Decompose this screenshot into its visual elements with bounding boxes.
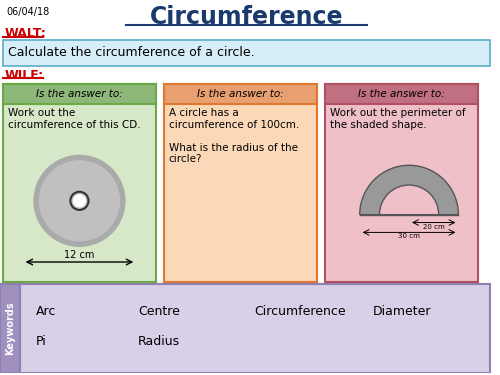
Text: Pi: Pi — [36, 335, 46, 348]
Text: Work out the
circumference of this CD.: Work out the circumference of this CD. — [8, 108, 140, 130]
Text: Radius: Radius — [138, 335, 180, 348]
Text: Is the answer to:: Is the answer to: — [197, 89, 284, 99]
Text: Circumference: Circumference — [150, 5, 344, 29]
Text: Work out the perimeter of
the shaded shape.: Work out the perimeter of the shaded sha… — [330, 108, 465, 130]
Bar — [0, 284, 20, 372]
Text: WILF:: WILF: — [5, 69, 44, 82]
Bar — [164, 84, 317, 104]
Text: A circle has a
circumference of 100cm.

What is the radius of the
circle?: A circle has a circumference of 100cm. W… — [169, 108, 299, 165]
Bar — [324, 84, 478, 104]
Text: WALT:: WALT: — [5, 27, 46, 40]
Text: Keywords: Keywords — [5, 302, 15, 355]
Wedge shape — [380, 185, 438, 214]
Circle shape — [34, 155, 125, 246]
Bar — [3, 40, 490, 66]
Circle shape — [74, 195, 86, 207]
Text: Calculate the circumference of a circle.: Calculate the circumference of a circle. — [8, 46, 254, 59]
Text: 30 cm: 30 cm — [398, 233, 420, 239]
Bar — [324, 84, 478, 282]
Bar — [164, 84, 317, 282]
Bar — [0, 284, 490, 372]
Text: 20 cm: 20 cm — [423, 224, 444, 230]
Wedge shape — [360, 165, 458, 214]
Bar — [3, 84, 156, 104]
Bar — [3, 84, 156, 282]
Text: Arc: Arc — [36, 305, 56, 318]
Text: Is the answer to:: Is the answer to: — [358, 89, 444, 99]
Text: Is the answer to:: Is the answer to: — [36, 89, 123, 99]
Text: 12 cm: 12 cm — [64, 250, 94, 260]
Circle shape — [40, 161, 119, 241]
Text: Diameter: Diameter — [373, 305, 432, 318]
Text: Centre: Centre — [138, 305, 180, 318]
Text: 06/04/18: 06/04/18 — [6, 8, 49, 17]
Text: Circumference: Circumference — [254, 305, 346, 318]
